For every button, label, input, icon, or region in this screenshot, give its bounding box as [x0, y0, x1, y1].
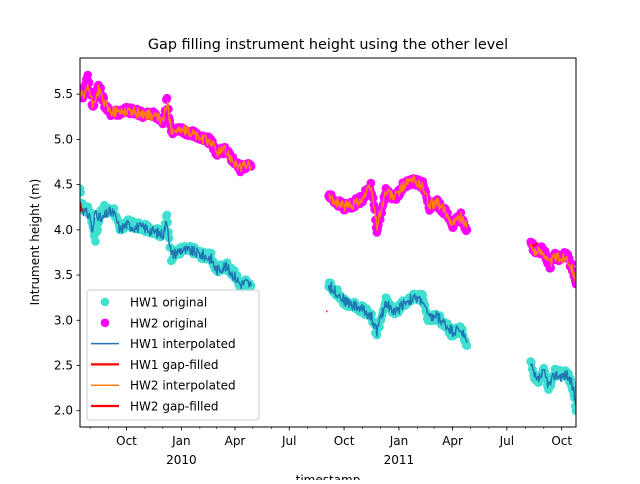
x-tick-label: Jan — [389, 434, 409, 448]
y-tick-label: 2.5 — [54, 359, 73, 373]
y-axis-label: Intrument height (m) — [28, 179, 42, 306]
legend-label: HW2 gap-filled — [130, 400, 218, 414]
x-axis: Oct Jan Apr Jul Oct Jan Apr Jul Oct 2010 2011 — [89, 427, 572, 467]
data-point — [546, 263, 555, 273]
plot-area — [80, 70, 576, 415]
y-tick-label: 4.0 — [54, 223, 73, 237]
x-axis-label: timestamp — [296, 473, 361, 480]
y-axis: 2.0 2.5 3.0 3.5 4.0 4.5 5.0 5.5 — [54, 87, 80, 418]
data-point — [462, 341, 472, 350]
series-hw2-gap-filled — [531, 242, 539, 248]
series-line — [80, 83, 252, 173]
series-line — [80, 202, 252, 290]
x-tick-label: Jul — [281, 434, 296, 448]
data-point — [462, 225, 472, 235]
y-tick-label: 2.0 — [54, 404, 73, 418]
data-point — [162, 210, 172, 220]
data-point — [206, 248, 216, 258]
y-tick-label: 3.5 — [54, 268, 73, 282]
legend-item: HW2 original — [100, 316, 207, 330]
legend-label: HW1 interpolated — [130, 337, 236, 351]
series-hw2-interpolated — [80, 83, 576, 283]
legend-label: HW1 original — [130, 296, 207, 310]
legend-item: HW1 original — [100, 296, 207, 310]
series-line — [327, 175, 468, 232]
legend-label: HW2 original — [130, 316, 207, 330]
plot-frame — [79, 57, 577, 428]
data-point — [93, 225, 102, 234]
data-point — [571, 406, 576, 415]
x-tick-label: Oct — [334, 434, 355, 448]
series-hw1-interpolated — [80, 202, 576, 407]
x-tick-label: Jan — [171, 434, 191, 448]
data-point — [83, 70, 93, 80]
legend-item: HW2 interpolated — [91, 379, 236, 393]
legend-label: HW1 gap-filled — [130, 358, 218, 372]
x-year-label: 2010 — [166, 453, 197, 467]
legend-label: HW2 interpolated — [130, 379, 236, 393]
data-point — [80, 188, 85, 197]
data-point — [91, 237, 100, 246]
y-tick-label: 5.0 — [54, 132, 73, 146]
x-tick-label: Jul — [499, 434, 514, 448]
legend-item: HW2 gap-filled — [91, 400, 218, 414]
y-tick-label: 5.5 — [54, 87, 73, 101]
x-tick-label: Oct — [551, 434, 572, 448]
x-year-label: 2011 — [384, 453, 415, 467]
series-line — [529, 243, 576, 283]
x-tick-label: Oct — [116, 434, 137, 448]
y-tick-label: 4.5 — [54, 178, 73, 192]
legend: HW1 original HW2 original HW1 interpolated… — [86, 289, 260, 421]
series-line — [529, 363, 576, 407]
legend-marker — [100, 297, 110, 307]
legend-item: HW1 gap-filled — [91, 358, 218, 372]
legend-box — [86, 289, 260, 421]
x-tick-label: Apr — [442, 434, 463, 448]
legend-marker — [100, 318, 110, 328]
y-tick-label: 3.0 — [54, 313, 73, 327]
series-line — [531, 242, 539, 248]
legend-item: HW1 interpolated — [91, 337, 236, 351]
x-tick-label: Apr — [225, 434, 246, 448]
chart-title: Gap filling instrument height using the … — [148, 37, 508, 53]
data-point — [84, 78, 94, 88]
series-line — [327, 282, 468, 344]
data-point — [162, 93, 172, 103]
